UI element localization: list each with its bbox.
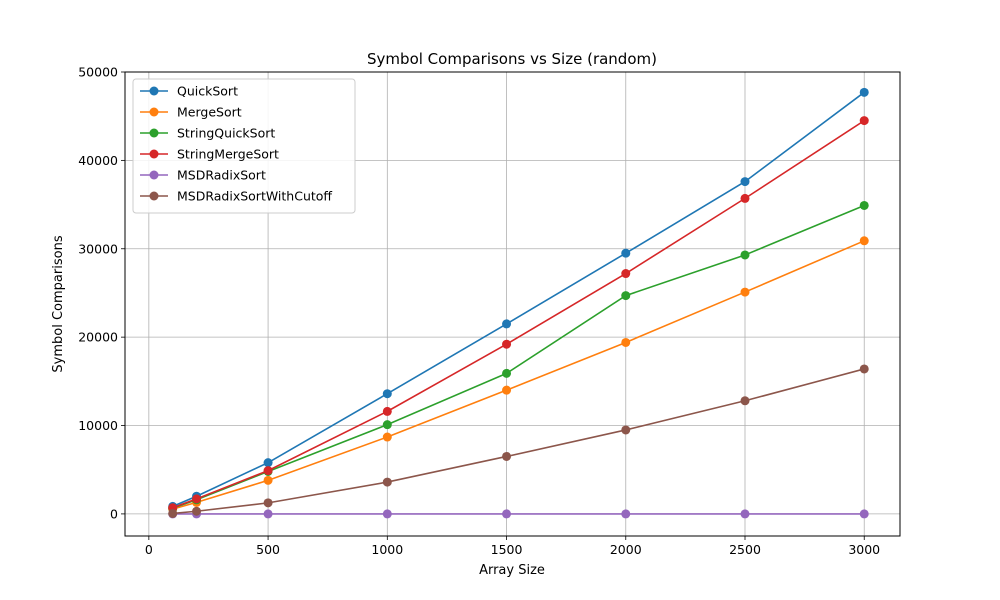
chart-title: Symbol Comparisons vs Size (random) xyxy=(367,50,657,68)
data-point-stringquicksort xyxy=(621,291,631,301)
data-point-msdradixsort xyxy=(740,509,750,519)
x-tick-label: 0 xyxy=(145,542,153,557)
series-lines xyxy=(168,87,869,519)
y-tick-label: 0 xyxy=(110,506,118,521)
data-point-msdradixsort xyxy=(382,509,392,519)
data-point-msdradixsort xyxy=(263,509,273,519)
data-point-quicksort xyxy=(859,87,869,97)
legend-label-quicksort: QuickSort xyxy=(177,84,238,99)
x-tick-label: 2500 xyxy=(729,542,761,557)
data-point-quicksort xyxy=(382,389,392,399)
data-point-mergesort xyxy=(859,236,869,246)
data-point-msdradixsortwithcutoff xyxy=(263,498,273,508)
data-point-mergesort xyxy=(740,287,750,297)
legend-label-mergesort: MergeSort xyxy=(177,105,242,120)
data-point-mergesort xyxy=(382,432,392,442)
data-point-stringmergesort xyxy=(740,193,750,203)
y-tick-label: 50000 xyxy=(78,65,118,80)
data-point-stringmergesort xyxy=(859,116,869,126)
data-point-msdradixsortwithcutoff xyxy=(168,508,178,518)
data-point-quicksort xyxy=(502,319,512,329)
data-point-stringquicksort xyxy=(382,420,392,430)
data-point-stringquicksort xyxy=(740,250,750,260)
series-line-mergesort xyxy=(172,240,865,510)
data-point-msdradixsort xyxy=(621,509,631,519)
series-line-msdradixsortwithcutoff xyxy=(172,368,865,515)
x-tick-label: 1000 xyxy=(371,542,403,557)
legend-label-stringquicksort: StringQuickSort xyxy=(177,126,275,141)
series-line-stringquicksort xyxy=(172,204,865,509)
y-tick-label: 40000 xyxy=(78,153,118,168)
data-point-mergesort xyxy=(263,475,273,485)
data-point-stringmergesort xyxy=(192,494,202,504)
data-point-msdradixsortwithcutoff xyxy=(621,425,631,435)
legend: QuickSort MergeSort StringQuickSort StringM… xyxy=(132,78,356,214)
x-tick-label: 500 xyxy=(256,542,280,557)
data-point-stringmergesort xyxy=(502,339,512,349)
x-tick-label: 1500 xyxy=(491,542,523,557)
x-axis-label: Array Size xyxy=(479,563,545,578)
plot-frame xyxy=(124,71,901,537)
y-tick-label: 20000 xyxy=(78,330,118,345)
data-point-msdradixsortwithcutoff xyxy=(192,506,202,516)
data-point-msdradixsort xyxy=(502,509,512,519)
data-point-msdradixsortwithcutoff xyxy=(502,451,512,461)
x-tick-label: 2000 xyxy=(610,542,642,557)
data-point-msdradixsortwithcutoff xyxy=(859,364,869,374)
legend-box xyxy=(132,78,356,214)
data-point-stringmergesort xyxy=(382,406,392,416)
axis-ticks: 0 500 1000 1500 2000 2500 30000100002000030000… xyxy=(78,65,880,558)
legend-label-msdradixsort: MSDRadixSort xyxy=(177,168,266,183)
legend-marker-stringquicksort xyxy=(149,128,159,138)
legend-marker-msdradixsortwithcutoff xyxy=(149,191,159,201)
data-point-mergesort xyxy=(621,337,631,347)
data-point-stringmergesort xyxy=(621,269,631,279)
y-axis-label: Symbol Comparisons xyxy=(51,235,66,372)
data-point-stringquicksort xyxy=(859,200,869,210)
legend-marker-msdradixsort xyxy=(149,170,159,180)
data-point-quicksort xyxy=(263,458,273,468)
y-tick-label: 10000 xyxy=(78,418,118,433)
data-point-quicksort xyxy=(621,248,631,258)
legend-marker-quicksort xyxy=(149,86,159,96)
legend-label-stringmergesort: StringMergeSort xyxy=(177,147,279,162)
series-line-quicksort xyxy=(172,91,865,508)
data-point-quicksort xyxy=(740,177,750,187)
legend-label-msdradixsortwithcutoff: MSDRadixSortWithCutoff xyxy=(177,189,332,204)
legend-marker-stringmergesort xyxy=(149,149,159,159)
series-line-stringmergesort xyxy=(172,119,865,509)
data-point-mergesort xyxy=(502,385,512,395)
x-tick-label: 3000 xyxy=(848,542,880,557)
data-point-msdradixsort xyxy=(859,509,869,519)
y-tick-label: 30000 xyxy=(78,241,118,256)
data-point-msdradixsortwithcutoff xyxy=(382,477,392,487)
legend-marker-mergesort xyxy=(149,107,159,117)
series-msdradixsortwithcutoff xyxy=(168,364,869,518)
data-point-stringmergesort xyxy=(263,466,273,476)
data-point-msdradixsortwithcutoff xyxy=(740,396,750,406)
data-point-stringquicksort xyxy=(502,368,512,378)
